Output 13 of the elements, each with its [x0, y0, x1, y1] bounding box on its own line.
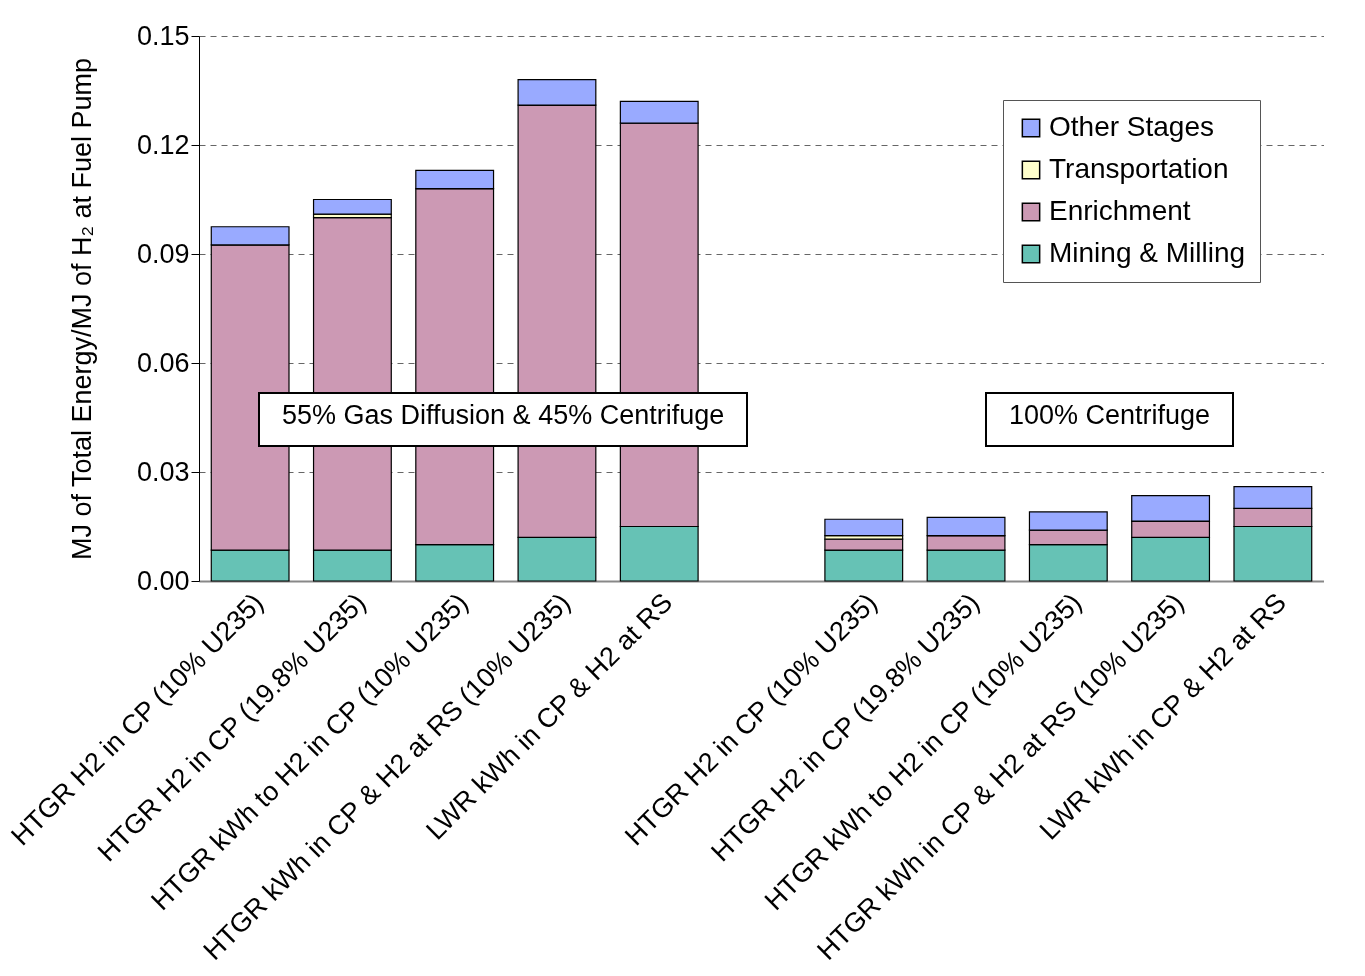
legend-label: Mining & Milling: [1049, 237, 1246, 268]
y-tick-label: 0.00: [136, 565, 190, 596]
annotation: 100% Centrifuge: [985, 392, 1235, 447]
y-tick-label: 0.15: [136, 20, 190, 51]
legend-label: Transportation: [1049, 153, 1229, 184]
legend-label: Enrichment: [1049, 195, 1191, 226]
legend-label: Other Stages: [1049, 111, 1214, 142]
y-tick-label: 0.06: [136, 347, 190, 378]
annotation: 55% Gas Diffusion & 45% Centrifuge: [258, 392, 749, 447]
y-tick-label: 0.09: [136, 238, 190, 269]
y-tick-label: 0.03: [136, 456, 190, 487]
y-axis-title: MJ of Total Energy/MJ of H₂ at Fuel Pump: [66, 57, 97, 561]
y-tick-label: 0.12: [136, 129, 190, 160]
